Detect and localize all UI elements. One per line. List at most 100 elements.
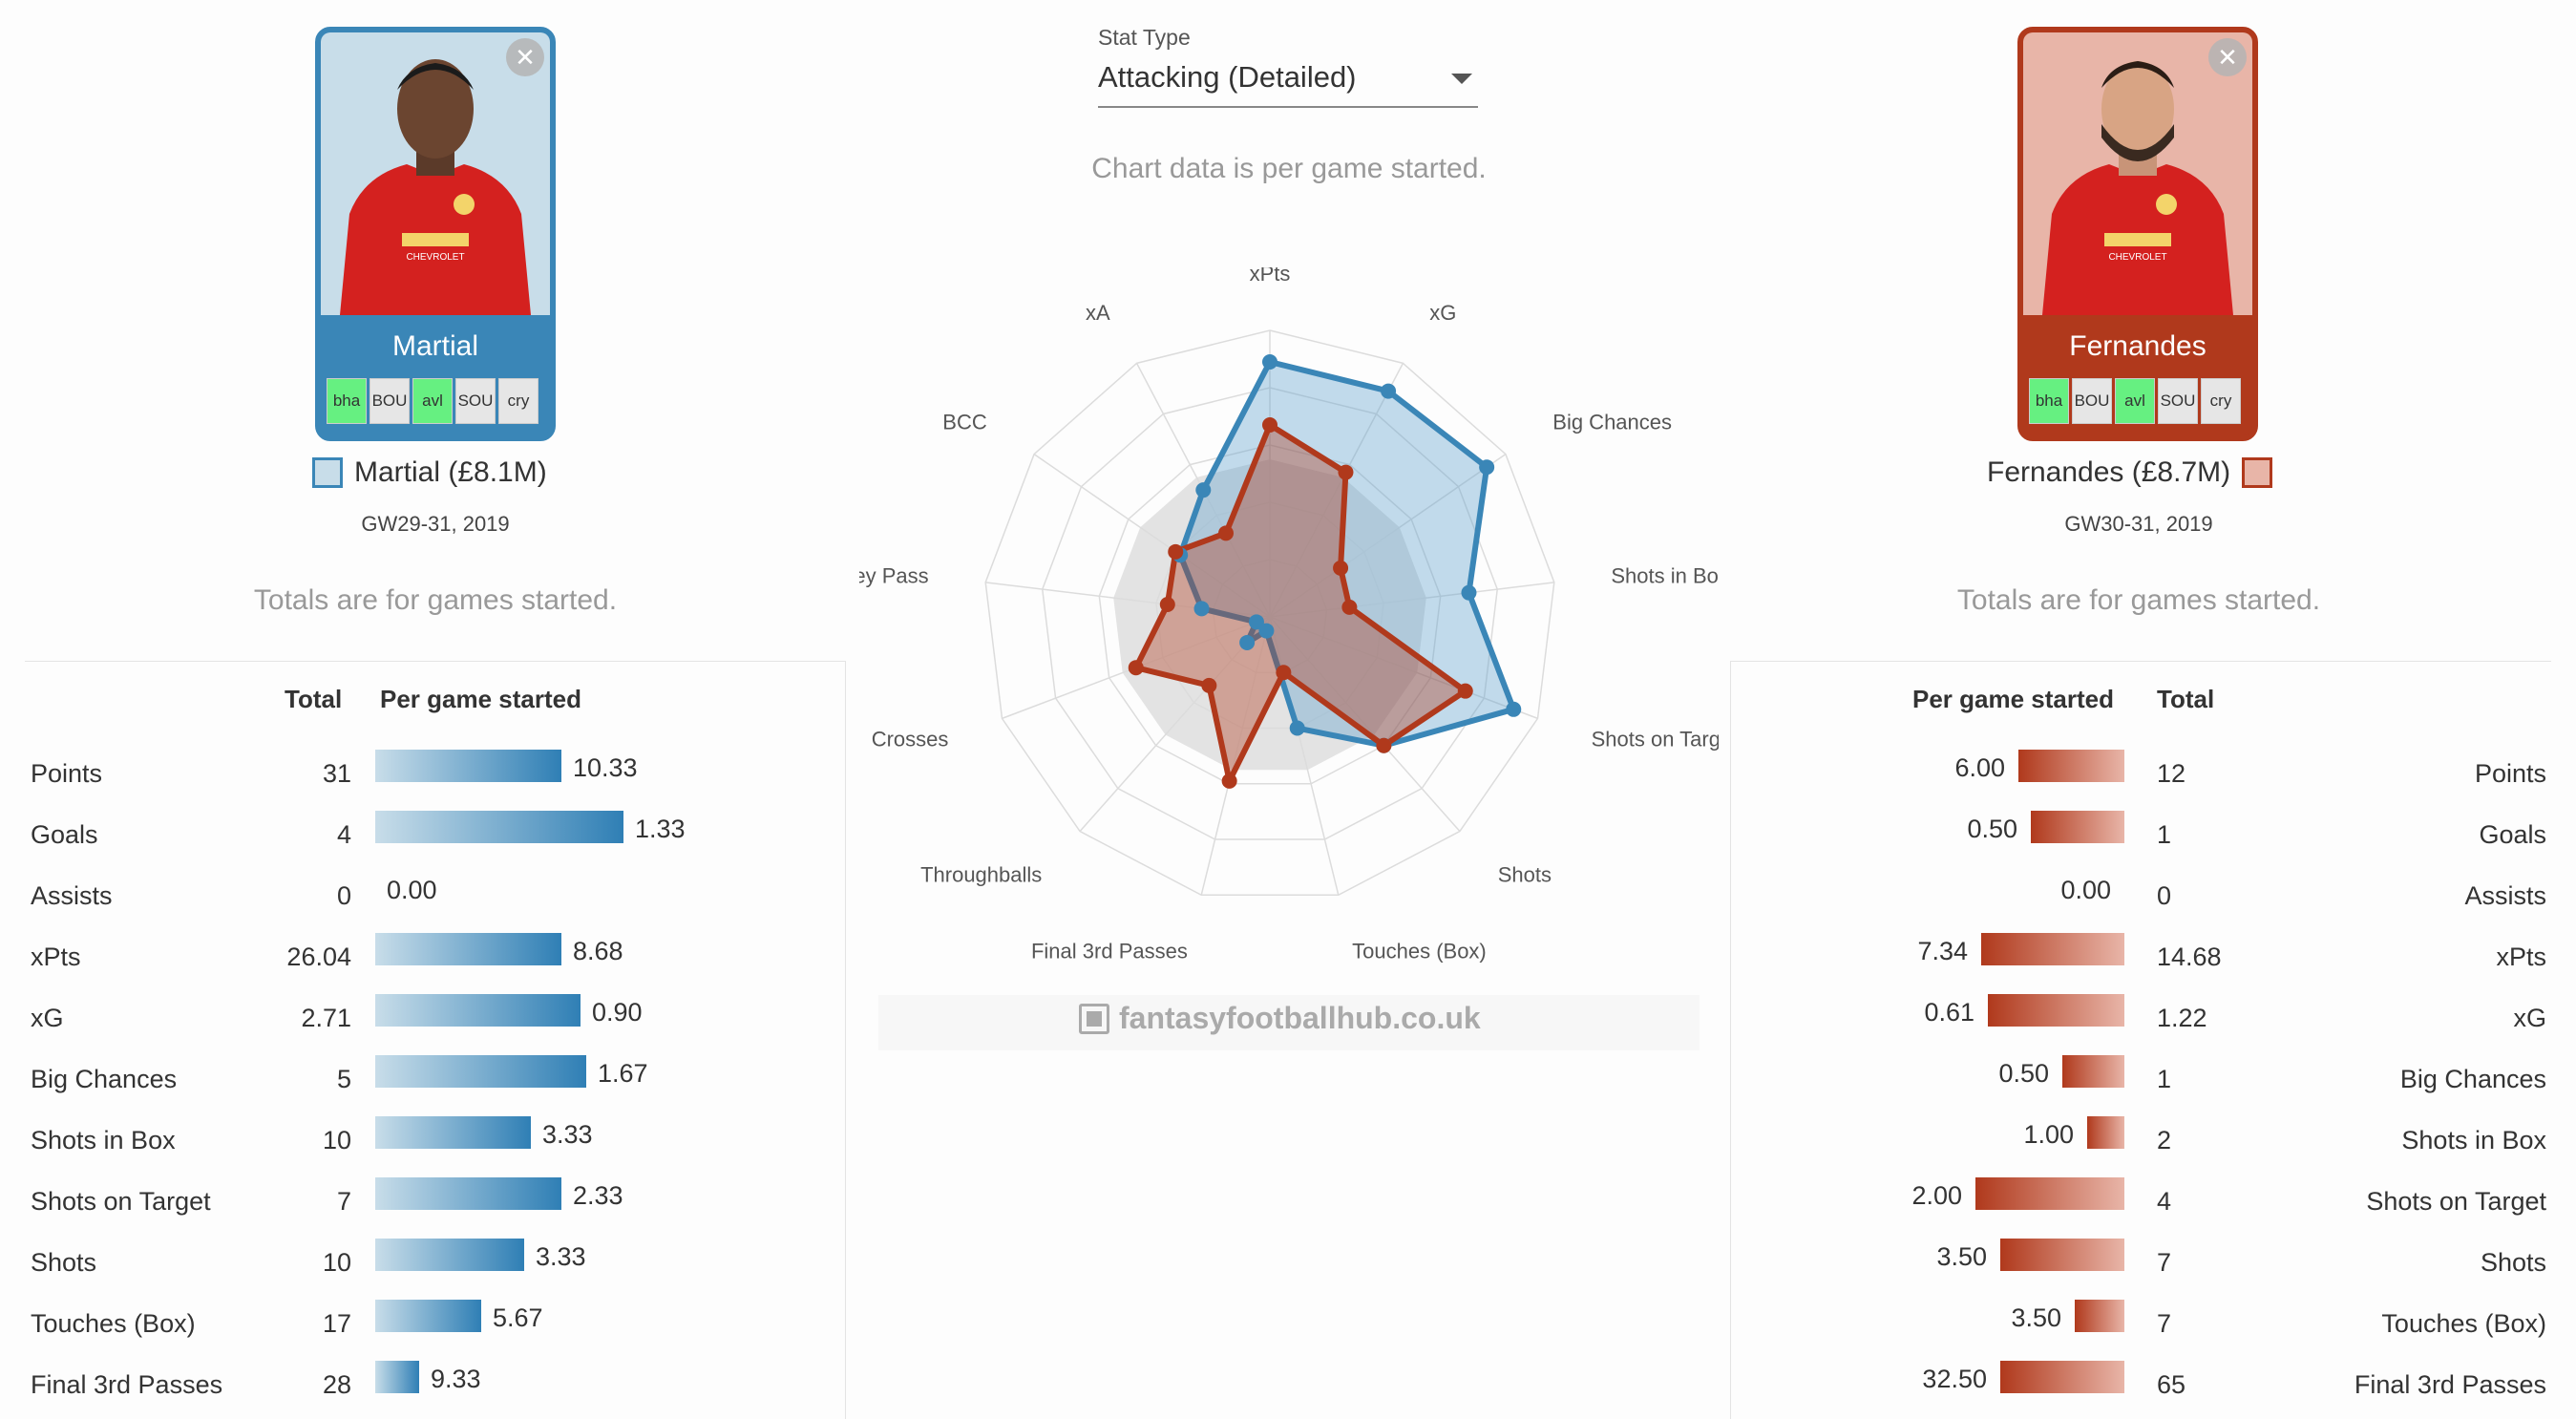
row-total: 4 bbox=[2157, 1187, 2172, 1216]
row-per-game: 9.33 bbox=[431, 1365, 481, 1393]
table-row: xG 2.71 0.90 bbox=[25, 986, 846, 1048]
radar-axis-label: Throughballs bbox=[920, 862, 1042, 886]
radar-point bbox=[1201, 677, 1217, 693]
row-label: Shots on Target bbox=[2366, 1187, 2546, 1216]
stat-bar bbox=[1981, 933, 2124, 965]
table-row: 6.00 12 Points bbox=[1731, 742, 2552, 803]
row-total: 2 bbox=[2157, 1126, 2172, 1154]
radar-point bbox=[1461, 584, 1477, 601]
stat-bar bbox=[2031, 811, 2124, 843]
player-card-fernandes[interactable]: CHEVROLET ✕ Fernandes bha BOU avl SOU cr… bbox=[2017, 27, 2258, 441]
row-label: Final 3rd Passes bbox=[2354, 1370, 2546, 1399]
fixture-badge: avl bbox=[412, 378, 453, 424]
select-label: Stat Type bbox=[1098, 25, 1191, 50]
row-label: Points bbox=[31, 759, 103, 788]
row-label: Goals bbox=[2479, 820, 2546, 849]
row-total: 0 bbox=[2157, 881, 2172, 910]
player-name: Martial bbox=[391, 330, 478, 362]
radar-axis-label: BCC bbox=[942, 410, 987, 434]
chevron-down-icon[interactable] bbox=[1451, 74, 1472, 84]
radar-point bbox=[1221, 773, 1237, 789]
stat-bar bbox=[375, 811, 623, 843]
close-icon[interactable]: ✕ bbox=[2208, 38, 2247, 76]
row-label: Big Chances bbox=[31, 1065, 178, 1093]
player-card-martial[interactable]: CHEVROLET ✕ Martial bha BOU avl SOU cry bbox=[315, 27, 556, 441]
table-row: 2.00 4 Shots on Target bbox=[1731, 1170, 2552, 1231]
fixture-badge: cry bbox=[498, 378, 538, 424]
legend-square-icon[interactable] bbox=[2242, 457, 2273, 488]
row-per-game: 0.50 bbox=[1998, 1059, 2049, 1088]
radar-point bbox=[1128, 660, 1144, 676]
radar-grid-ring bbox=[1212, 559, 1328, 674]
totals-note: Totals are for games started. bbox=[1956, 584, 2321, 616]
stat-bar bbox=[375, 1055, 586, 1088]
legend-square-icon[interactable] bbox=[312, 457, 343, 488]
row-total: 28 bbox=[322, 1370, 351, 1399]
table-row: Final 3rd Passes 28 9.33 bbox=[25, 1353, 846, 1414]
row-per-game: 5.67 bbox=[493, 1303, 543, 1332]
radar-spoke bbox=[1269, 453, 1507, 618]
table-row: 32.50 65 Final 3rd Passes bbox=[1731, 1353, 2552, 1414]
row-label: xG bbox=[31, 1004, 64, 1032]
table-row: 3.50 7 Shots bbox=[1731, 1231, 2552, 1292]
player-name: Fernandes bbox=[2069, 330, 2206, 362]
legend-label: Martial (£8.1M) bbox=[354, 456, 547, 488]
row-per-game: 2.33 bbox=[573, 1181, 623, 1210]
table-row: Touches (Box) 17 5.67 bbox=[25, 1292, 846, 1353]
radar-axis-label: Shots in Box bbox=[1611, 564, 1719, 588]
table-row: Shots 10 3.33 bbox=[25, 1231, 846, 1292]
radar-point bbox=[1457, 683, 1473, 699]
watermark-strip bbox=[878, 995, 1700, 1050]
stat-bar bbox=[2087, 1116, 2124, 1149]
radar-axis-label: Final 3rd Passes bbox=[1031, 940, 1188, 964]
radar-point bbox=[1262, 354, 1277, 370]
row-label: Assists bbox=[31, 881, 113, 910]
row-total: 7 bbox=[2157, 1248, 2172, 1277]
radar-grid-ring bbox=[984, 329, 1555, 897]
row-total: 7 bbox=[336, 1187, 351, 1216]
radar-chart: xPts xG Big Chances Shots in Box Shots on Ta… bbox=[859, 267, 1719, 964]
logo-icon bbox=[1079, 1003, 1109, 1034]
fixture-badge: BOU bbox=[370, 378, 410, 424]
row-per-game: 0.00 bbox=[387, 876, 437, 904]
row-total: 65 bbox=[2157, 1370, 2186, 1399]
row-total: 1 bbox=[2157, 820, 2172, 849]
row-label: Shots bbox=[31, 1248, 97, 1277]
row-per-game: 6.00 bbox=[1954, 753, 2005, 782]
fixture-badge: cry bbox=[2201, 378, 2241, 424]
row-per-game: 8.68 bbox=[573, 937, 623, 965]
stats-table-martial: Total Per game started Points 31 10.33 Goal… bbox=[25, 661, 846, 1419]
table-row: 0.50 1 Big Chances bbox=[1731, 1048, 2552, 1109]
stat-type-select[interactable]: Stat Type Attacking (Detailed) bbox=[1098, 25, 1478, 108]
row-per-game: 2.00 bbox=[1911, 1181, 1962, 1210]
radar-point bbox=[1506, 701, 1522, 717]
stat-bar bbox=[375, 1300, 481, 1332]
table-row: Shots on Target 7 2.33 bbox=[25, 1170, 846, 1231]
stat-bar bbox=[2000, 1239, 2124, 1271]
legend-martial[interactable]: Martial (£8.1M) bbox=[312, 456, 547, 489]
radar-point bbox=[1479, 459, 1495, 476]
row-total: 5 bbox=[336, 1065, 351, 1093]
select-value[interactable]: Attacking (Detailed) bbox=[1098, 60, 1478, 108]
row-per-game: 3.33 bbox=[542, 1120, 593, 1149]
radar-axis-label: xPts bbox=[1250, 267, 1291, 286]
radar-point bbox=[1289, 720, 1305, 736]
legend-fernandes[interactable]: Fernandes (£8.7M) bbox=[1987, 456, 2273, 489]
fixture-list: bha BOU avl SOU cry bbox=[327, 378, 538, 424]
player-photo: CHEVROLET bbox=[321, 32, 550, 315]
fixture-badge: BOU bbox=[2072, 378, 2112, 424]
legend-label: Fernandes (£8.7M) bbox=[1987, 456, 2231, 488]
table-row: Goals 4 1.33 bbox=[25, 803, 846, 864]
radar-spoke bbox=[1269, 616, 1340, 896]
row-label: xPts bbox=[31, 942, 81, 971]
row-total: 1 bbox=[2157, 1065, 2172, 1093]
radar-grid-ring bbox=[1041, 387, 1499, 840]
row-label: Points bbox=[2474, 759, 2546, 788]
radar-axis-label: xG bbox=[1429, 301, 1456, 325]
row-total: 12 bbox=[2157, 759, 2186, 788]
stat-bar bbox=[375, 1116, 531, 1149]
close-icon[interactable]: ✕ bbox=[506, 38, 544, 76]
stat-bar bbox=[1975, 1177, 2124, 1210]
fixture-badge: SOU bbox=[455, 378, 496, 424]
row-label: Big Chances bbox=[2399, 1065, 2546, 1093]
